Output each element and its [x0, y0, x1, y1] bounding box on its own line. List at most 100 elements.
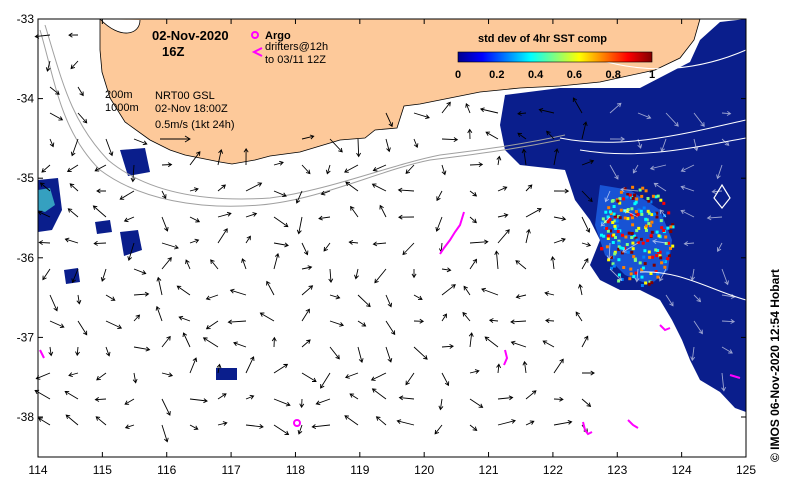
current-arrow	[721, 138, 730, 146]
current-arrow	[189, 398, 208, 404]
current-arrow	[553, 419, 573, 426]
current-arrow	[484, 336, 499, 348]
current-arrow	[68, 32, 79, 38]
current-arrow	[553, 237, 566, 244]
sst-speckle	[666, 251, 670, 255]
current-arrow	[161, 398, 171, 416]
current-arrow	[553, 216, 567, 222]
current-arrow	[76, 294, 82, 305]
current-arrow	[38, 240, 51, 245]
sst-speckle	[654, 270, 658, 274]
current-arrow	[64, 237, 79, 244]
scale-arrow	[160, 135, 191, 143]
current-arrow	[245, 182, 263, 192]
current-arrow	[379, 204, 387, 218]
current-arrow	[621, 242, 639, 253]
current-arrow	[93, 240, 107, 246]
current-arrow	[156, 276, 163, 296]
sst-speckle	[644, 189, 648, 193]
contour-east-2	[579, 137, 747, 155]
sst-speckle	[611, 199, 615, 202]
drifter-track-5	[659, 324, 671, 332]
sst-speckle	[616, 230, 620, 233]
sst-speckle	[666, 226, 670, 230]
current-arrow	[575, 311, 583, 322]
current-arrow	[329, 346, 340, 360]
current-arrow	[301, 285, 314, 296]
current-arrow	[413, 138, 419, 149]
current-arrow	[217, 393, 227, 400]
sst-speckle	[606, 220, 610, 224]
sst-speckle	[649, 272, 653, 275]
current-arrow	[515, 294, 527, 299]
current-arrow	[105, 320, 123, 329]
sst-speckle	[625, 195, 629, 199]
current-arrow	[441, 284, 456, 296]
current-arrow	[94, 397, 107, 402]
x-tick-label: 121	[479, 463, 499, 477]
current-arrow	[301, 242, 309, 256]
current-arrow	[465, 102, 471, 114]
current-arrow	[385, 138, 391, 153]
current-arrow	[441, 164, 447, 176]
current-arrow	[295, 190, 303, 204]
current-arrow	[217, 421, 228, 426]
x-tick-label: 115	[93, 463, 112, 477]
argo-float	[293, 419, 301, 427]
sst-speckle	[650, 220, 654, 224]
sst-speckle	[615, 219, 619, 223]
current-arrow	[161, 162, 173, 168]
sst-speckle	[639, 237, 643, 241]
current-arrow	[653, 182, 667, 192]
current-arrow	[521, 148, 527, 166]
sst-speckle	[624, 235, 628, 239]
current-arrow	[273, 363, 289, 374]
current-arrow	[161, 335, 171, 348]
y-tick-label: -36	[17, 251, 35, 265]
depth-1000m-label: 1000m	[105, 102, 139, 114]
sst-speckle	[618, 201, 622, 205]
current-arrow	[721, 268, 729, 286]
current-arrow	[510, 340, 527, 348]
current-arrow	[497, 186, 508, 192]
sst-speckle	[623, 187, 627, 191]
sst-speckle	[639, 209, 643, 213]
current-arrow	[634, 268, 640, 283]
sst-speckle	[613, 224, 617, 228]
current-arrow	[68, 372, 79, 378]
current-arrow	[479, 107, 499, 114]
y-tick-label: -35	[17, 171, 35, 185]
current-arrow	[217, 228, 228, 244]
current-arrow	[497, 419, 516, 426]
current-arrow	[525, 184, 533, 192]
current-arrow	[632, 164, 639, 174]
sst-speckle	[613, 214, 617, 218]
sst-speckle	[630, 232, 634, 235]
current-arrow	[609, 164, 619, 180]
sst-speckle	[648, 280, 652, 284]
current-arrow	[297, 424, 303, 435]
current-arrow	[517, 111, 527, 116]
current-arrow	[329, 294, 341, 300]
x-tick-label: 123	[607, 463, 627, 477]
current-arrow	[273, 242, 289, 248]
current-arrow	[357, 346, 364, 364]
current-arrow	[637, 138, 643, 149]
sst-speckle	[646, 239, 650, 242]
current-arrow	[133, 346, 151, 352]
current-arrow	[525, 390, 537, 400]
diamond-marker	[713, 183, 731, 209]
current-product-label: NRT00 GSL	[155, 90, 215, 102]
current-arrow	[42, 268, 51, 281]
drifter-track-7	[39, 349, 45, 359]
current-arrow	[690, 268, 696, 281]
current-arrow	[609, 102, 622, 114]
current-arrow	[95, 416, 107, 426]
current-arrow	[320, 190, 331, 196]
current-arrow	[462, 311, 471, 322]
current-arrow	[553, 358, 564, 374]
sst-speckle	[636, 241, 640, 245]
sst-speckle	[617, 241, 620, 245]
sst-speckle	[614, 226, 618, 230]
